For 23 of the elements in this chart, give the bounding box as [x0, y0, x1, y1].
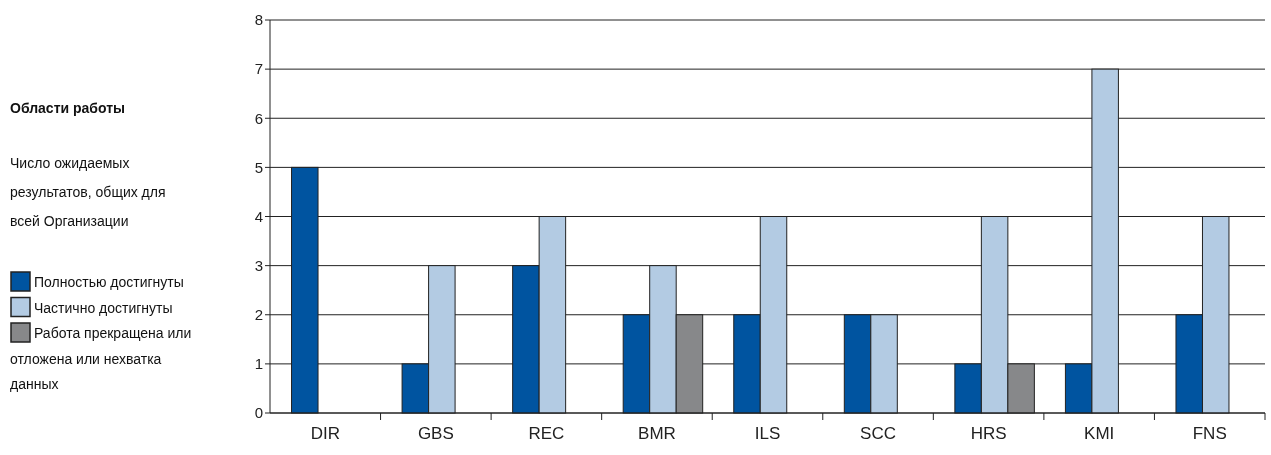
- x-tick-label: SCC: [860, 424, 897, 443]
- y-tick-label: 2: [254, 306, 263, 323]
- y-tick-label: 1: [254, 355, 263, 373]
- x-tick-label: DIR: [310, 424, 340, 443]
- x-tick-label: REC: [528, 424, 565, 443]
- x-tick-label: ILS: [754, 424, 781, 443]
- y-tick-label: 4: [254, 207, 263, 225]
- x-tick-label: GBS: [417, 424, 454, 443]
- text: Число ожидаемых результатов, общих для всей Организации: [10, 155, 166, 229]
- x-tick-label: KMI: [1084, 424, 1115, 443]
- text: Области работы: [10, 100, 126, 116]
- y-tick-label: 3: [254, 256, 263, 274]
- y-tick-label: 0: [254, 404, 263, 422]
- legend-label: Полностью достигнуты: [34, 274, 184, 290]
- y-tick-label: 7: [254, 60, 263, 78]
- x-tick-label: HRS: [970, 424, 1007, 443]
- y-tick-label: 8: [254, 11, 263, 29]
- y-tick-label: 6: [254, 109, 263, 127]
- x-tick-label: BMR: [638, 424, 676, 443]
- legend-label: Частично достигнуты: [34, 299, 173, 316]
- y-tick-label: 5: [254, 158, 263, 176]
- legend-label: Работа прекращена или отложена или нехватка данных: [10, 325, 192, 392]
- x-tick-label: FNS: [1192, 424, 1227, 443]
